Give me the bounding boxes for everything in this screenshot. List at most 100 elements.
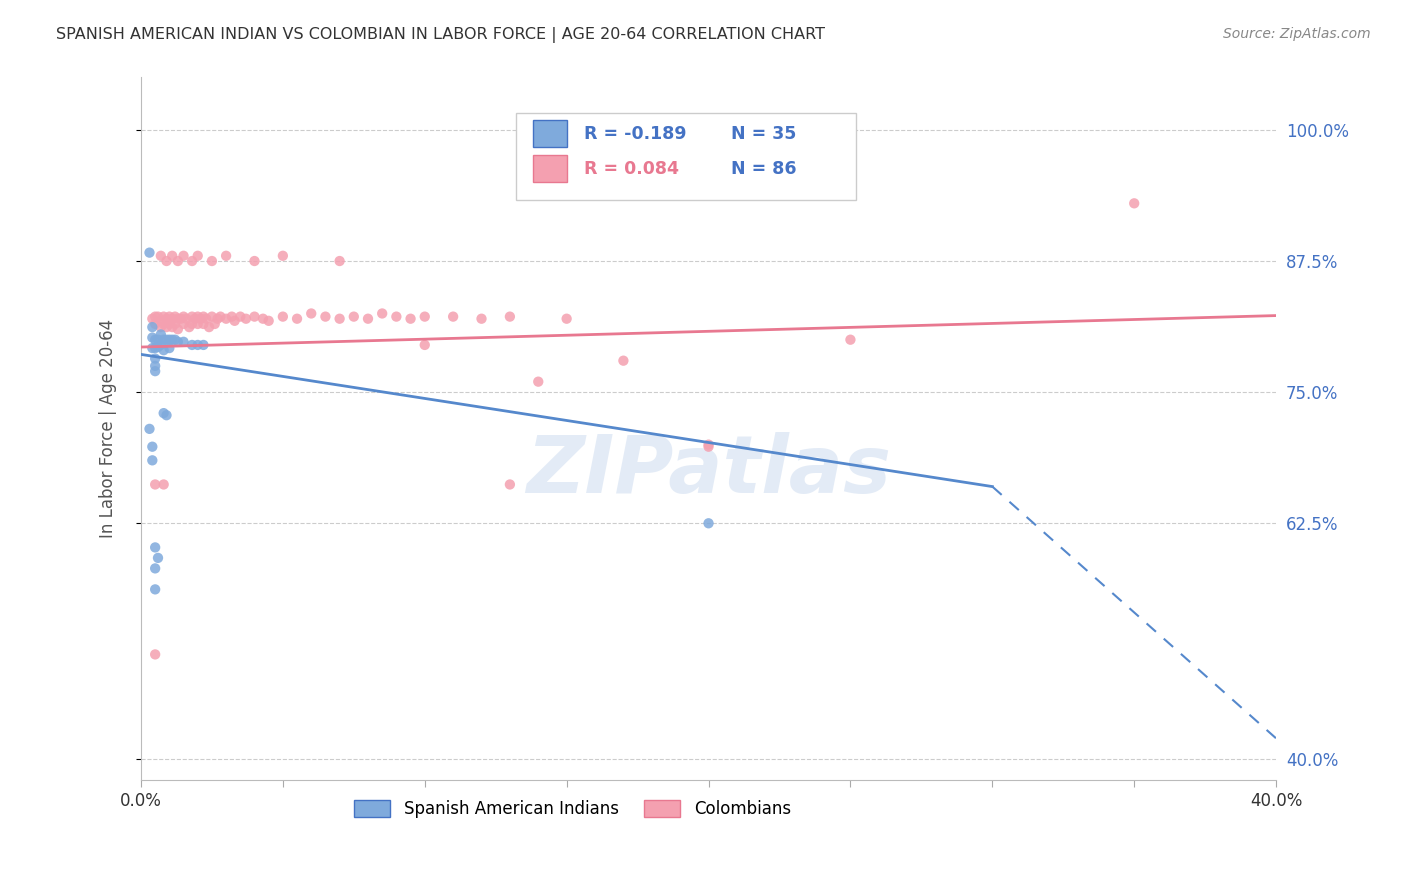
Point: [271, 310, 294, 324]
Point: [146, 333, 169, 347]
Point: [152, 406, 174, 420]
Text: ZIPatlas: ZIPatlas: [526, 432, 891, 510]
Point: [170, 311, 193, 326]
Point: [143, 310, 166, 324]
Point: [697, 437, 720, 451]
Text: N = 35: N = 35: [731, 125, 797, 143]
Point: [187, 338, 209, 352]
Point: [157, 333, 180, 347]
Point: [157, 317, 180, 331]
Point: [201, 254, 224, 268]
Point: [160, 320, 183, 334]
Text: SPANISH AMERICAN INDIAN VS COLOMBIAN IN LABOR FORCE | AGE 20-64 CORRELATION CHAR: SPANISH AMERICAN INDIAN VS COLOMBIAN IN …: [56, 27, 825, 43]
Point: [143, 582, 166, 597]
Point: [697, 516, 720, 531]
Point: [329, 311, 352, 326]
Text: Source: ZipAtlas.com: Source: ZipAtlas.com: [1223, 27, 1371, 41]
Point: [181, 317, 204, 331]
Point: [163, 310, 186, 324]
Point: [441, 310, 464, 324]
Bar: [533, 120, 567, 147]
Point: [499, 310, 522, 324]
Point: [167, 254, 190, 268]
Point: [138, 245, 160, 260]
Point: [215, 249, 238, 263]
Point: [173, 317, 195, 331]
Point: [138, 422, 160, 436]
Point: [141, 440, 163, 454]
Y-axis label: In Labor Force | Age 20-64: In Labor Force | Age 20-64: [100, 319, 117, 539]
Point: [141, 341, 163, 355]
Point: [143, 341, 166, 355]
Point: [243, 310, 266, 324]
Point: [193, 338, 215, 352]
Point: [215, 311, 238, 326]
Point: [839, 333, 862, 347]
Point: [160, 311, 183, 326]
Point: [257, 314, 280, 328]
Point: [141, 330, 163, 344]
Bar: [533, 155, 567, 182]
Point: [235, 311, 257, 326]
Point: [143, 333, 166, 347]
Point: [187, 310, 209, 324]
Point: [149, 338, 172, 352]
Point: [152, 343, 174, 358]
Point: [155, 333, 177, 347]
Point: [152, 310, 174, 324]
Point: [697, 440, 720, 454]
Point: [152, 333, 174, 347]
Point: [155, 409, 177, 423]
Point: [143, 359, 166, 373]
Point: [399, 311, 422, 326]
Point: [343, 310, 366, 324]
Point: [149, 249, 172, 263]
Text: N = 86: N = 86: [731, 160, 797, 178]
Point: [143, 477, 166, 491]
Point: [143, 648, 166, 662]
Point: [470, 311, 492, 326]
Point: [357, 311, 380, 326]
Point: [143, 317, 166, 331]
Point: [173, 334, 195, 349]
Point: [299, 306, 322, 320]
Point: [184, 311, 207, 326]
Point: [1123, 196, 1146, 211]
Point: [209, 310, 232, 324]
Point: [329, 254, 352, 268]
Point: [499, 477, 522, 491]
Point: [176, 311, 198, 326]
Point: [155, 254, 177, 268]
Point: [141, 453, 163, 467]
Point: [167, 334, 190, 349]
Point: [146, 310, 169, 324]
Point: [221, 310, 243, 324]
Point: [413, 310, 436, 324]
Point: [271, 249, 294, 263]
Point: [160, 333, 183, 347]
Point: [155, 311, 177, 326]
Point: [413, 338, 436, 352]
Point: [371, 306, 394, 320]
Point: [152, 317, 174, 331]
Point: [187, 249, 209, 263]
Point: [167, 322, 190, 336]
Point: [229, 310, 252, 324]
Point: [143, 541, 166, 555]
Point: [181, 254, 204, 268]
Point: [527, 375, 550, 389]
Point: [167, 311, 190, 326]
Point: [285, 311, 308, 326]
Point: [143, 351, 166, 366]
Point: [207, 311, 229, 326]
Point: [179, 320, 201, 334]
Point: [146, 340, 169, 354]
Point: [141, 320, 163, 334]
Point: [224, 314, 246, 328]
Point: [314, 310, 336, 324]
Point: [198, 320, 221, 334]
Point: [181, 338, 204, 352]
Point: [195, 311, 218, 326]
Point: [143, 364, 166, 378]
Point: [204, 317, 226, 331]
